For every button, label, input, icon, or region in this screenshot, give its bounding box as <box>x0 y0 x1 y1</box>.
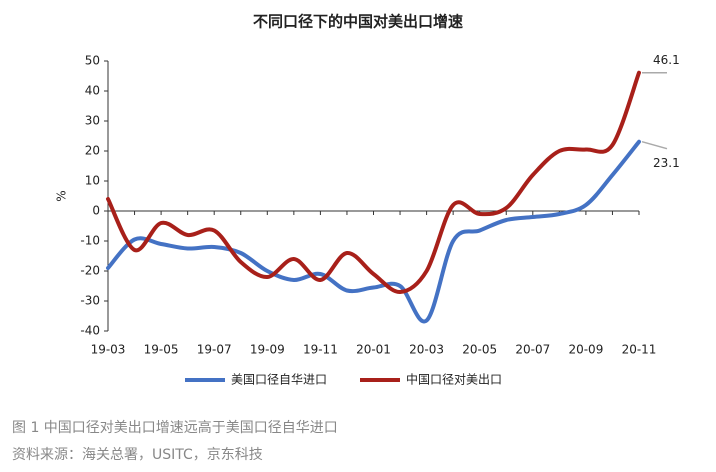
y-tick-label: -20 <box>80 264 100 278</box>
x-tick-label: 19-07 <box>197 343 232 357</box>
data-label: 23.1 <box>653 156 680 170</box>
data-label: 46.1 <box>653 53 680 67</box>
y-axis-label: % <box>55 190 69 201</box>
y-tick-label: -40 <box>80 324 100 338</box>
y-tick-label: 10 <box>85 174 100 188</box>
x-tick-label: 20-03 <box>409 343 444 357</box>
x-tick-label: 19-05 <box>144 343 179 357</box>
series-line <box>106 139 641 324</box>
caption: 图 1 中国口径对美出口增速远高于美国口径自华进口 <box>12 419 338 436</box>
legend-label: 中国口径对美出口 <box>406 372 502 387</box>
series-line <box>106 70 641 294</box>
x-tick-label: 19-11 <box>303 343 338 357</box>
y-tick-label: -30 <box>80 294 100 308</box>
x-tick-label: 20-11 <box>622 343 657 357</box>
annotation-leader <box>641 140 668 150</box>
y-tick-label: 30 <box>85 114 100 128</box>
chart-title: 不同口径下的中国对美出口增速 <box>253 13 463 31</box>
y-tick-label: 40 <box>85 84 100 98</box>
y-tick-label: 50 <box>85 54 100 68</box>
y-tick-label: -10 <box>80 234 100 248</box>
source: 资料来源：海关总署，USITC，京东科技 <box>12 447 263 463</box>
x-tick-label: 20-01 <box>356 343 391 357</box>
y-tick-label: 0 <box>92 204 100 218</box>
x-tick-label: 19-09 <box>250 343 285 357</box>
y-tick-label: 20 <box>85 144 100 158</box>
legend-label: 美国口径自华进口 <box>231 373 327 387</box>
x-tick-label: 20-07 <box>515 343 550 357</box>
x-tick-label: 20-09 <box>568 343 603 357</box>
x-tick-label: 19-03 <box>91 343 126 357</box>
x-tick-label: 20-05 <box>462 343 497 357</box>
